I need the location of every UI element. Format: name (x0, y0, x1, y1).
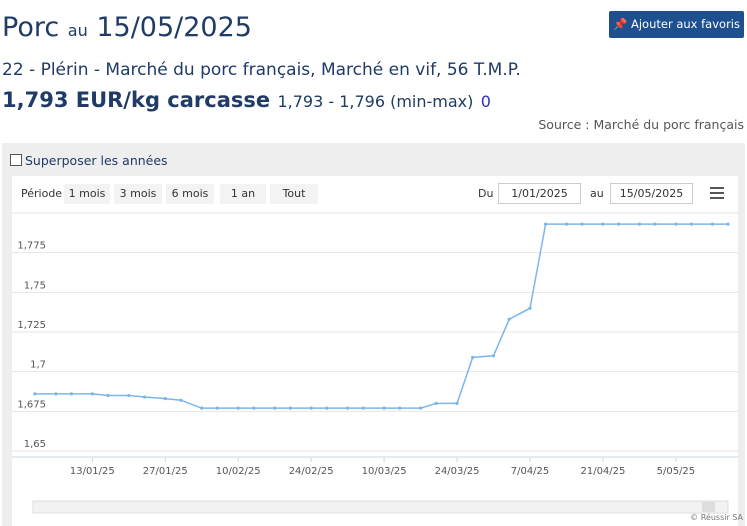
overlay-label: Superposer les années (25, 153, 168, 168)
range-button[interactable]: 1 an (220, 184, 266, 204)
point (215, 406, 219, 410)
point (33, 392, 37, 396)
point (544, 222, 548, 226)
scrollbar[interactable] (32, 500, 729, 514)
date: 15/05/2025 (96, 12, 252, 43)
change: 0 (480, 92, 491, 111)
point (564, 222, 569, 226)
point (491, 354, 496, 358)
point (471, 355, 475, 359)
source: Source : Marché du porc français (538, 117, 744, 132)
point (273, 406, 277, 410)
x-tick-label: 10/02/25 (216, 466, 261, 477)
au: au (67, 21, 88, 40)
point (179, 398, 183, 402)
point (361, 406, 365, 410)
point (309, 406, 313, 410)
point (346, 406, 350, 410)
y-tick-label: 1,65 (24, 439, 46, 450)
market: 22 - Plérin - Marché du porc français, M… (2, 60, 521, 80)
point (200, 406, 204, 410)
y-tick-label: 1,725 (17, 320, 46, 331)
favorite-label: Ajouter aux favoris (630, 17, 740, 31)
page-title: Porc au 15/05/2025 (2, 12, 252, 43)
point (507, 317, 511, 321)
point (252, 406, 256, 410)
point (236, 406, 240, 410)
price-line: 1,793 EUR/kg carcasse 1,793 - 1,796 (min… (2, 88, 491, 112)
point (580, 222, 584, 226)
point (637, 222, 642, 226)
from-input[interactable]: 1/01/2025 (498, 183, 581, 204)
x-tick-label: 24/02/25 (289, 466, 334, 477)
point (127, 393, 131, 398)
x-tick-label: 13/01/25 (70, 466, 115, 477)
y-tick-label: 1,75 (24, 280, 46, 291)
x-tick-label: 7/04/25 (511, 466, 550, 477)
y-tick-label: 1,7 (30, 360, 46, 371)
point (163, 397, 167, 401)
range-button[interactable]: 6 mois (166, 184, 214, 204)
point (455, 401, 459, 405)
x-tick-label: 21/04/25 (580, 466, 625, 477)
point (710, 222, 714, 226)
point (434, 401, 438, 405)
credit: © Réussir SA (690, 513, 743, 522)
product: Porc (2, 12, 60, 43)
point (398, 406, 402, 410)
point (325, 406, 329, 410)
x-tick-label: 10/03/25 (362, 466, 407, 477)
range-button[interactable]: 1 mois (64, 184, 110, 204)
point (288, 406, 292, 410)
point (689, 222, 694, 226)
point (382, 406, 386, 410)
point (106, 393, 110, 398)
point (142, 395, 147, 399)
point (528, 306, 532, 310)
point (69, 392, 74, 396)
price: 1,793 EUR/kg carcasse (2, 88, 271, 112)
line (35, 223, 728, 409)
point (90, 392, 94, 396)
period-label: Période (21, 187, 63, 200)
point (616, 222, 621, 226)
point (418, 406, 423, 410)
menu-button[interactable] (709, 186, 725, 200)
chart-area (12, 176, 738, 526)
x-tick-label: 24/03/25 (435, 466, 480, 477)
x-tick-label: 27/01/25 (143, 466, 188, 477)
minmax: 1,793 - 1,796 (min-max) (277, 92, 474, 111)
point (653, 222, 657, 226)
from-label: Du (478, 187, 494, 200)
range-button[interactable]: Tout (270, 184, 318, 204)
favorite-button[interactable]: 📌 Ajouter aux favoris (609, 11, 744, 38)
overlay-checkbox[interactable]: Superposer les années (10, 153, 168, 168)
y-tick-label: 1,775 (17, 241, 46, 252)
scrollbar-thumb[interactable] (702, 502, 715, 512)
point (601, 222, 605, 226)
to-label: au (590, 187, 604, 200)
x-tick-label: 5/05/25 (657, 466, 696, 477)
point (54, 392, 58, 396)
range-button[interactable]: 3 mois (114, 184, 162, 204)
point (674, 222, 678, 226)
to-input[interactable]: 15/05/2025 (610, 183, 693, 204)
y-tick-label: 1,675 (17, 399, 46, 410)
point (726, 222, 730, 226)
